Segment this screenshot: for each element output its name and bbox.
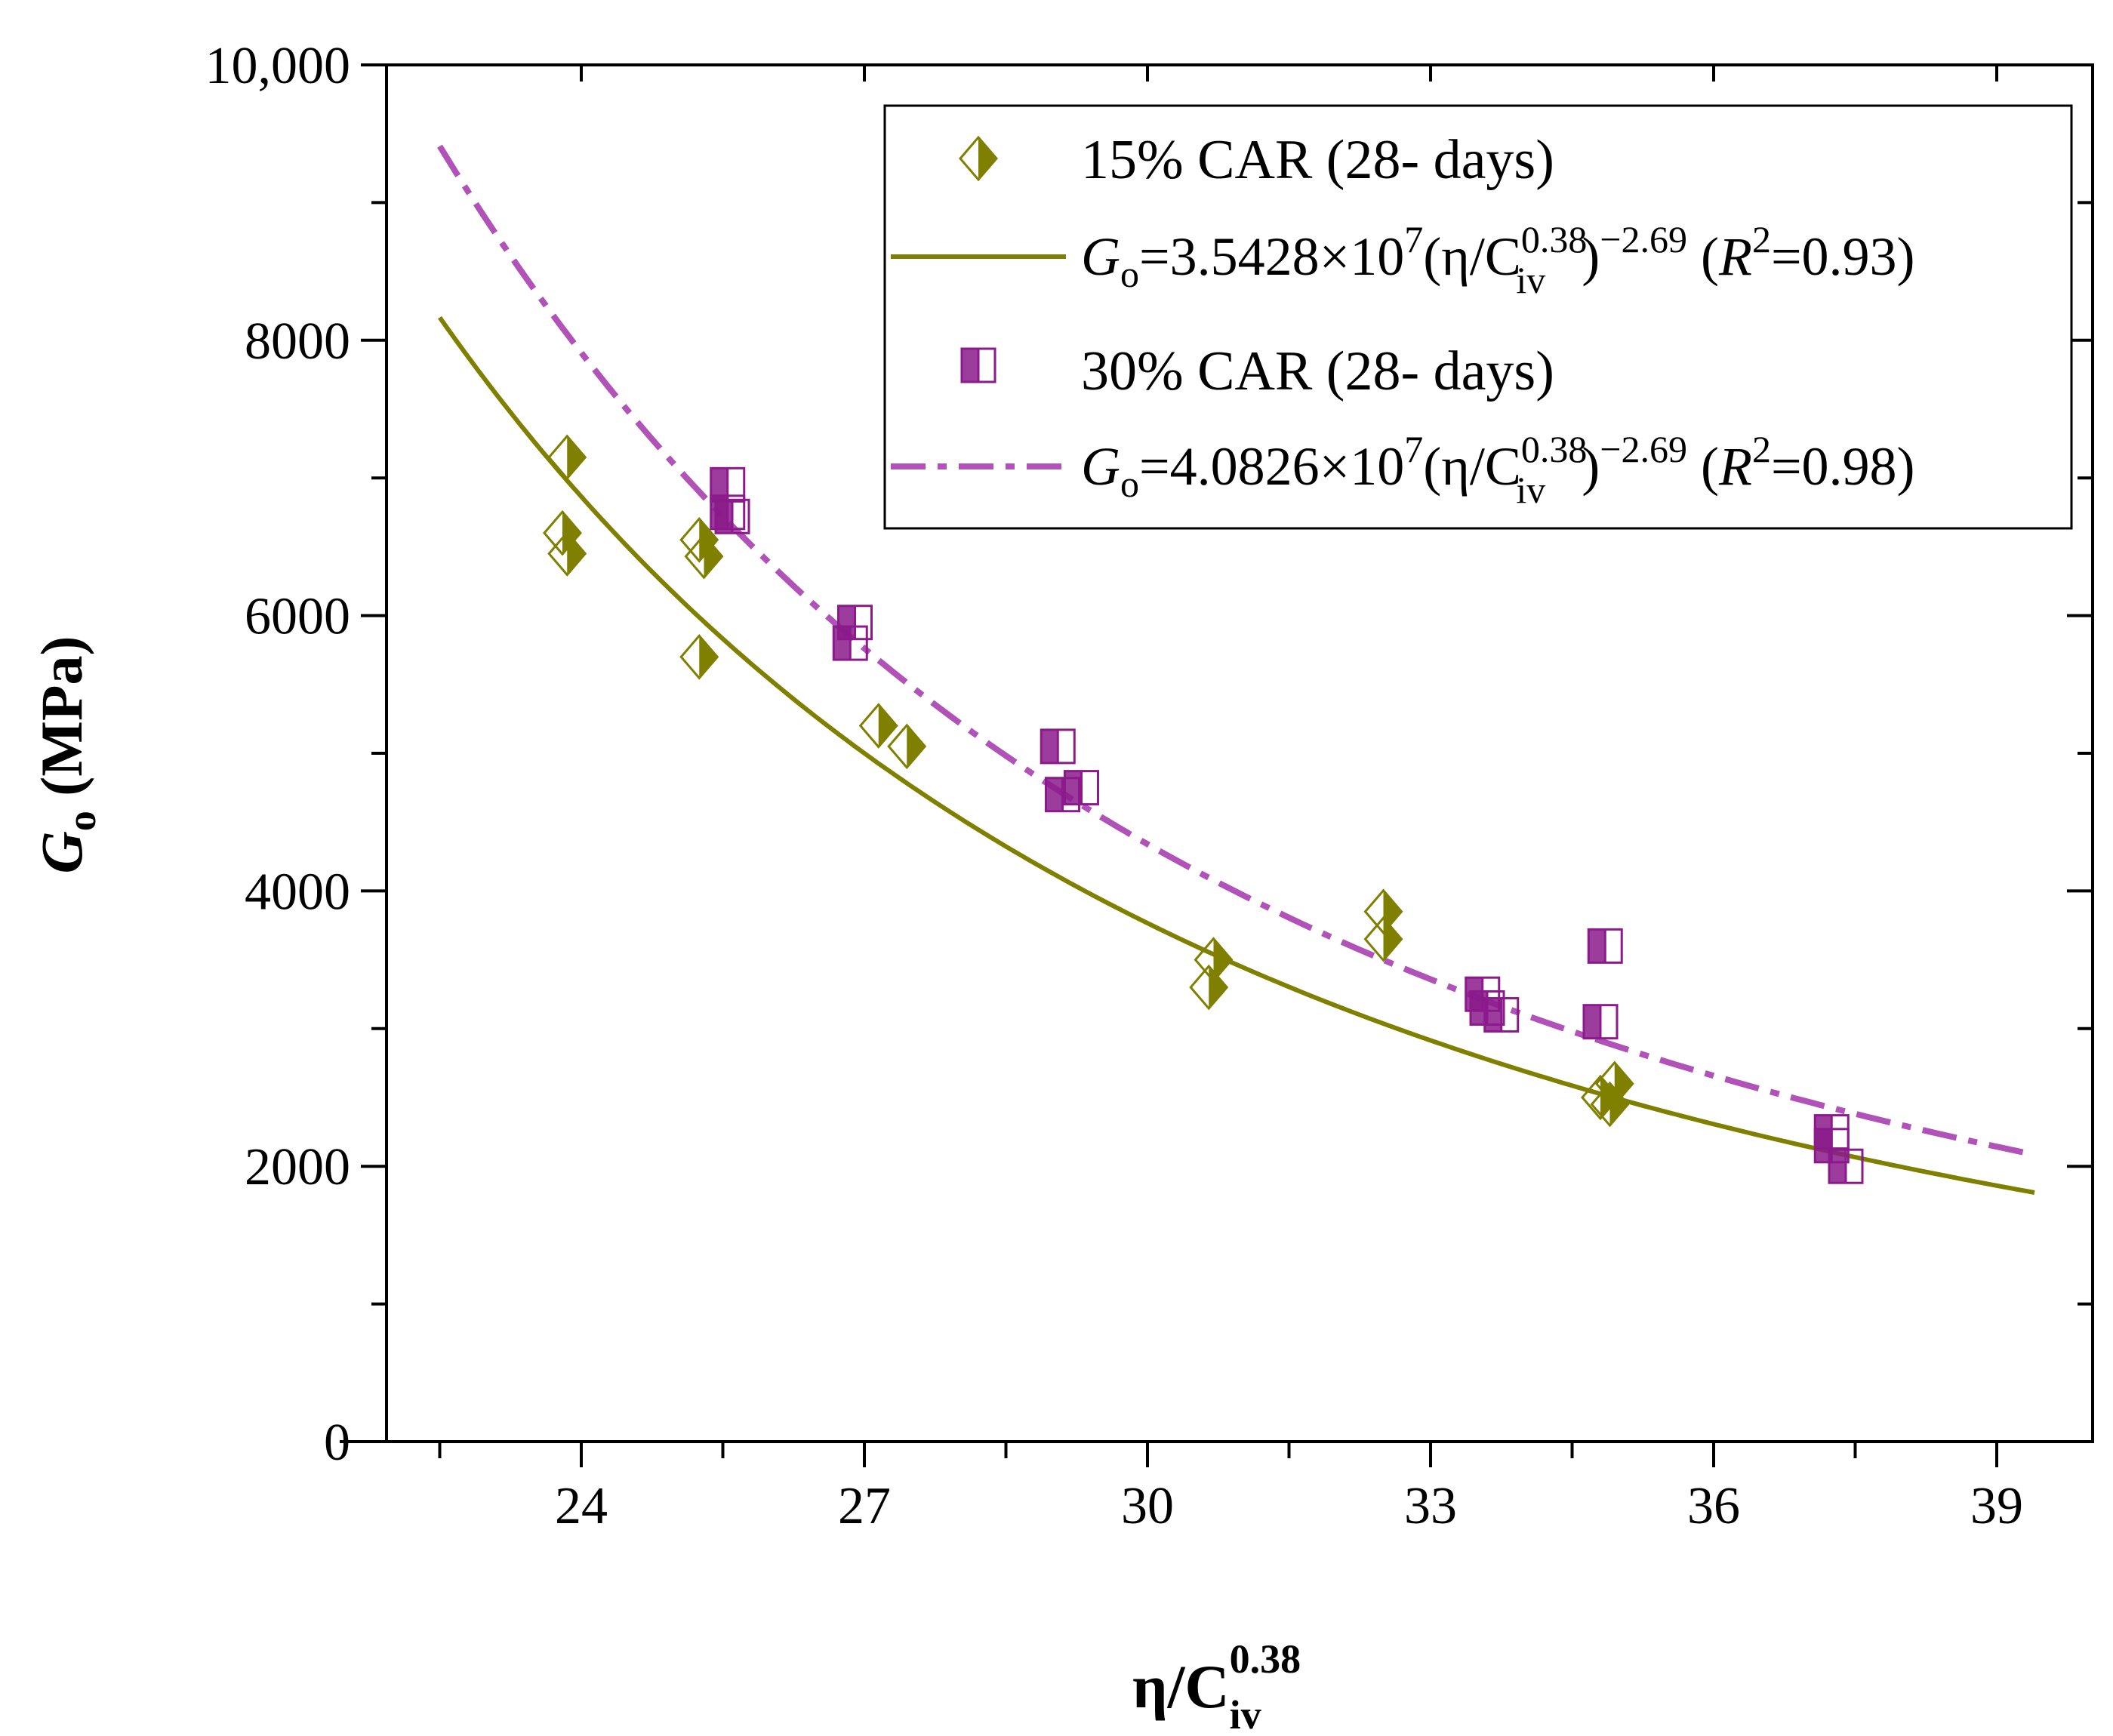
legend-equation-30: Go=4.0826×107(η/C0.38 iv)−2.69 (R2=0.98) xyxy=(1081,428,1915,511)
y-tick-label: 2000 xyxy=(245,1138,350,1196)
x-tick-label: 27 xyxy=(838,1477,891,1535)
y-tick-label: 10,000 xyxy=(205,37,351,95)
data-point-30 xyxy=(1828,1148,1864,1184)
marker-outline xyxy=(887,723,927,770)
marker-fill xyxy=(1383,918,1402,961)
data-point-15 xyxy=(1363,916,1403,962)
marker-fill xyxy=(878,704,897,747)
legend-label-30: 30% CAR (28- days) xyxy=(1081,340,1554,402)
marker-fill xyxy=(1584,1005,1600,1039)
marker-fill xyxy=(1213,938,1232,981)
marker-fill xyxy=(978,137,996,180)
marker-fill xyxy=(567,532,586,575)
marker-fill xyxy=(1614,1062,1633,1105)
data-point-30 xyxy=(832,625,868,661)
fit-curve-30 xyxy=(437,144,2035,1158)
marker-fill xyxy=(1815,1128,1832,1162)
legend: 15% CAR (28- days) Go=3.5428×107(η/C0.38… xyxy=(883,104,2073,530)
marker-fill xyxy=(1041,729,1058,763)
marker-fill xyxy=(699,636,718,679)
marker-fill xyxy=(716,500,732,534)
marker-fill xyxy=(1209,966,1227,1009)
y-ticks: 0 2000 4000 6000 8000 10,000 xyxy=(205,37,2093,1472)
legend-label-15: 15% CAR (28- days) xyxy=(1081,129,1554,191)
marker-outline xyxy=(547,434,587,481)
x-tick-label: 24 xyxy=(555,1477,608,1535)
y-tick-label: 8000 xyxy=(245,312,350,371)
legend-marker-30 xyxy=(960,347,996,383)
fit-curve-15 xyxy=(438,315,2035,1195)
x-tick-label: 33 xyxy=(1404,1477,1457,1535)
marker-outline xyxy=(679,634,719,680)
marker-outline xyxy=(959,135,998,182)
marker-fill xyxy=(1588,929,1606,963)
marker-fill xyxy=(1046,777,1063,811)
marker-fill xyxy=(1064,771,1082,805)
data-point-30 xyxy=(714,498,750,534)
marker-outline xyxy=(679,516,719,563)
marker-fill xyxy=(1609,1083,1628,1126)
marker-outline xyxy=(543,509,582,556)
marker-fill xyxy=(567,436,586,479)
marker-fill xyxy=(710,468,728,502)
legend-diamond xyxy=(959,135,998,182)
legend-square xyxy=(960,347,996,383)
data-point-30 xyxy=(1483,997,1520,1033)
x-tick-label: 36 xyxy=(1687,1477,1740,1535)
marker-fill xyxy=(1471,991,1487,1025)
data-point-15 xyxy=(1189,964,1229,1011)
marker-fill xyxy=(562,512,581,555)
data-points xyxy=(543,434,1864,1184)
legend-equation-15: Go=3.5428×107(η/C0.38 iv)−2.69 (R2=0.93) xyxy=(1081,218,1915,301)
marker-outline xyxy=(1363,916,1403,962)
data-point-30 xyxy=(1587,928,1623,964)
fit-curves xyxy=(437,144,2035,1195)
y-tick-label: 4000 xyxy=(245,863,350,921)
data-point-30 xyxy=(1064,770,1099,806)
marker-outline xyxy=(858,703,898,749)
marker-fill xyxy=(907,725,926,768)
y-tick-label: 6000 xyxy=(245,588,350,646)
legend-marker-15 xyxy=(959,135,998,182)
legend-box xyxy=(883,104,2073,530)
marker-fill xyxy=(1484,998,1502,1032)
x-tick-label: 39 xyxy=(1970,1477,2023,1535)
x-axis-title: η/C0.38 iv xyxy=(1132,1636,1301,1736)
data-point-15 xyxy=(547,434,587,481)
marker-fill xyxy=(833,626,851,660)
marker-outline xyxy=(547,531,587,577)
marker-outline xyxy=(684,533,724,580)
data-point-30 xyxy=(1040,728,1076,765)
x-ticks: 24 27 30 33 36 39 xyxy=(438,65,2023,1535)
x-tick-label: 30 xyxy=(1121,1477,1174,1535)
data-point-15 xyxy=(679,634,719,680)
data-point-15 xyxy=(858,703,898,749)
data-point-15 xyxy=(543,509,582,556)
marker-outline xyxy=(1594,1060,1634,1107)
marker-fill xyxy=(962,349,978,382)
data-point-15 xyxy=(887,723,927,770)
data-point-15 xyxy=(547,531,587,577)
marker-outline xyxy=(1189,964,1229,1011)
y-axis-title: Go (MPa) xyxy=(29,636,104,873)
marker-fill xyxy=(704,535,722,578)
marker-fill xyxy=(1829,1150,1846,1183)
data-point-30 xyxy=(1582,1004,1619,1040)
data-point-15 xyxy=(684,533,724,580)
data-point-15 xyxy=(1594,1060,1634,1107)
y-tick-label: 0 xyxy=(324,1414,350,1472)
